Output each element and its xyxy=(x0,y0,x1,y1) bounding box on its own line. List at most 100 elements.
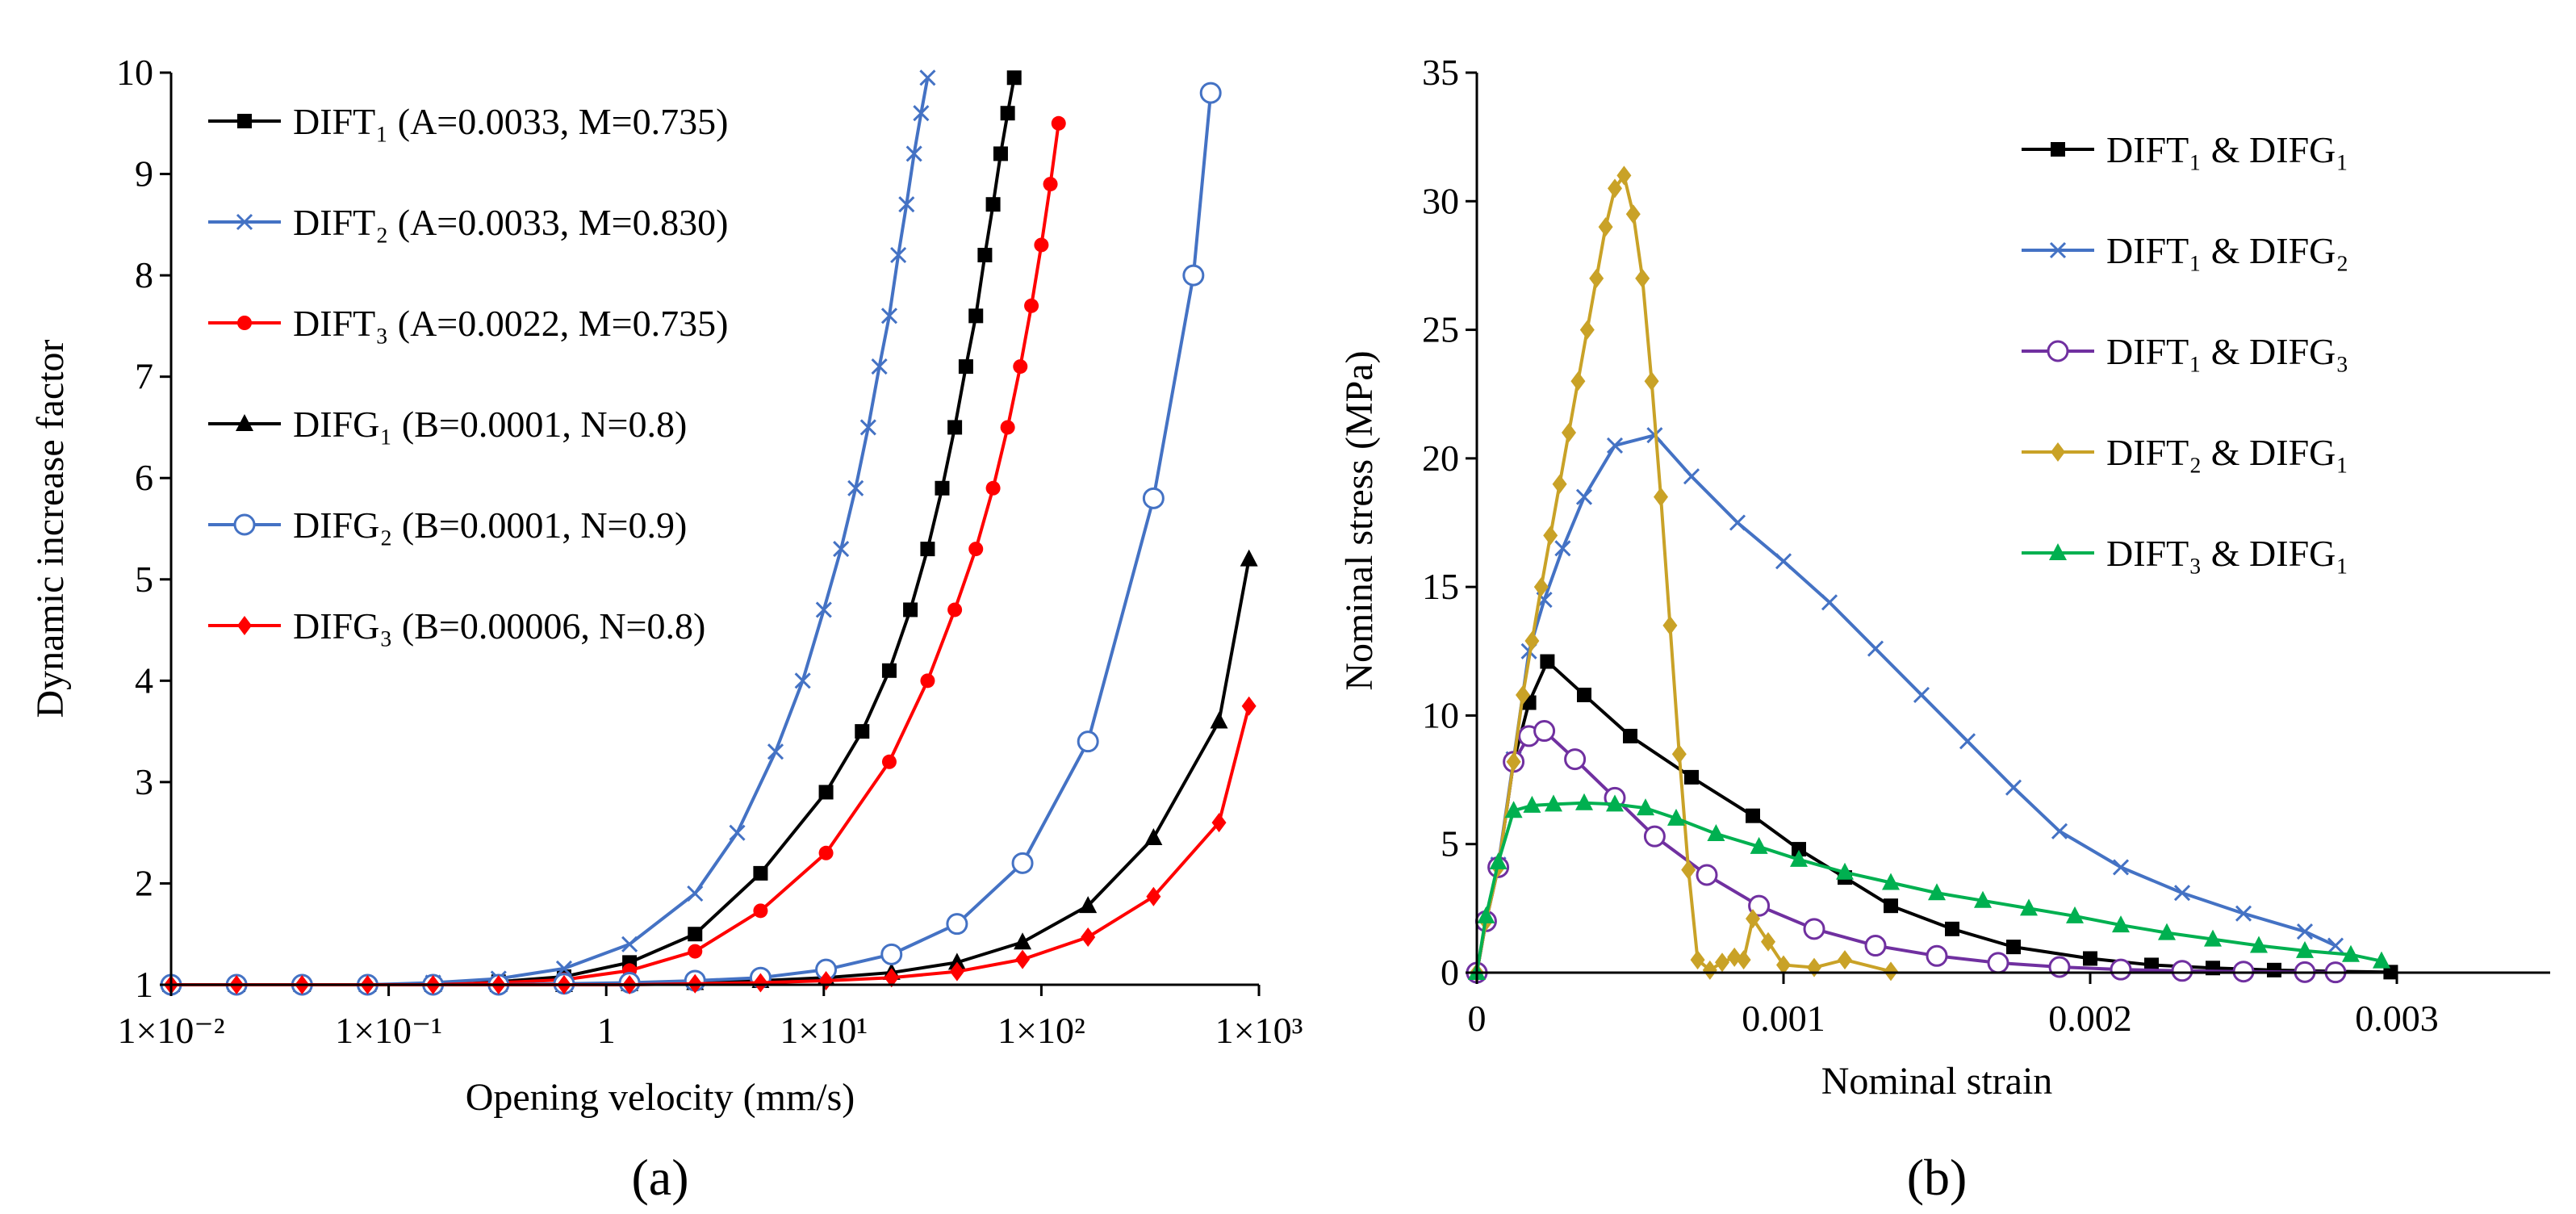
data-point xyxy=(1702,960,1717,980)
data-point xyxy=(903,602,918,617)
data-point xyxy=(1000,106,1015,121)
data-point xyxy=(1577,687,1591,702)
data-point xyxy=(1821,594,1838,611)
legend-label: DIFT₁ & DIFG₃ xyxy=(2106,331,2348,372)
data-point xyxy=(2327,937,2344,954)
data-point xyxy=(1959,733,1976,750)
data-point xyxy=(1199,82,1222,104)
data-point xyxy=(815,601,832,618)
data-point xyxy=(884,968,899,988)
legend-marker xyxy=(2049,543,2067,560)
data-point xyxy=(1882,873,1900,890)
data-point xyxy=(949,961,964,982)
legend-label: DIFG₂ (B=0.0001, N=0.9) xyxy=(293,504,687,546)
data-point xyxy=(890,246,907,264)
data-point xyxy=(753,865,768,881)
legend-label: DIFT₁ (A=0.0033, M=0.735) xyxy=(293,101,728,142)
x-tick-label: 1×10¹ xyxy=(780,1010,868,1051)
chart-b-x-axis-label: Nominal strain xyxy=(1821,1060,2053,1103)
data-point xyxy=(1625,204,1641,224)
data-point xyxy=(1523,795,1541,813)
data-point xyxy=(1241,696,1257,716)
data-point xyxy=(898,196,915,213)
data-point xyxy=(1210,711,1228,729)
data-point xyxy=(920,542,935,557)
data-point xyxy=(1707,823,1725,841)
data-point xyxy=(2342,944,2360,962)
legend-entry: DIFT₁ (A=0.0033, M=0.735) xyxy=(208,101,728,142)
legend-marker xyxy=(237,316,252,330)
data-point xyxy=(1790,849,1808,867)
y-tick-label: 10 xyxy=(116,52,153,93)
data-point xyxy=(1616,165,1632,186)
y-tick-label: 30 xyxy=(1422,180,1459,221)
y-tick-label: 2 xyxy=(135,862,153,903)
legend-label: DIFT₁ & DIFG₂ xyxy=(2106,230,2348,271)
y-tick-label: 25 xyxy=(1422,309,1459,350)
y-tick-label: 35 xyxy=(1422,52,1459,93)
data-point xyxy=(935,480,950,496)
data-point xyxy=(920,673,935,689)
y-tick-label: 9 xyxy=(135,153,153,195)
legend-marker xyxy=(2047,340,2069,362)
data-point xyxy=(1240,549,1258,567)
legend-entry: DIFT₃ & DIFG₁ xyxy=(2022,533,2348,574)
legend-entry: DIFT₁ & DIFG₂ xyxy=(2022,230,2348,271)
series-line xyxy=(1475,801,2382,973)
data-point xyxy=(1792,842,1806,857)
panel-a-letter: (a) xyxy=(631,1149,688,1206)
data-point xyxy=(767,743,784,760)
data-point xyxy=(1715,952,1729,973)
data-point xyxy=(1884,898,1898,914)
x-tick-label: 0.002 xyxy=(2048,998,2132,1039)
data-point xyxy=(1696,864,1718,886)
data-point xyxy=(1575,488,1593,505)
data-point xyxy=(2051,823,2068,839)
data-point xyxy=(818,845,834,860)
data-point xyxy=(1635,268,1650,288)
y-tick-label: 6 xyxy=(135,457,153,498)
data-point xyxy=(985,480,1001,496)
data-point xyxy=(958,359,973,375)
series-1 xyxy=(1470,654,2398,980)
data-point xyxy=(881,663,897,678)
data-point xyxy=(1477,906,1495,923)
legend-label: DIFG₁ (B=0.0001, N=0.8) xyxy=(293,404,687,445)
data-point xyxy=(1504,801,1523,818)
data-point xyxy=(1524,631,1540,651)
data-point xyxy=(818,785,834,800)
data-point xyxy=(753,903,768,919)
legend-entry: DIFT₃ (A=0.0022, M=0.735) xyxy=(208,303,728,344)
data-point xyxy=(947,420,963,435)
chart-a-marks xyxy=(160,69,1258,996)
y-tick-label: 10 xyxy=(1422,694,1459,735)
data-point xyxy=(1662,615,1678,635)
data-point xyxy=(753,973,768,993)
data-point xyxy=(968,308,984,324)
data-point xyxy=(1761,931,1775,952)
data-point xyxy=(1545,794,1562,812)
data-point xyxy=(1884,961,1898,982)
legend-marker xyxy=(2051,442,2065,462)
data-point xyxy=(2250,936,2268,953)
data-point xyxy=(2296,940,2314,958)
data-point xyxy=(1667,808,1685,826)
data-point xyxy=(1654,487,1668,507)
chart-panel-b: 0 5 10 15 20 25 30 35 0 0.001 0.002 0.003 DIFT₁ & D… xyxy=(1338,52,2550,1206)
data-point xyxy=(1516,684,1530,705)
series-line xyxy=(1475,729,2336,974)
legend-label: DIFT₂ & DIFG₁ xyxy=(2106,432,2348,473)
chart-a-legend: DIFT₁ (A=0.0033, M=0.735) DIFT₂ (A=0.0033… xyxy=(208,101,728,647)
data-point xyxy=(1564,748,1587,771)
data-point xyxy=(1683,468,1700,485)
data-point xyxy=(555,960,573,977)
data-point xyxy=(1533,577,1549,597)
data-point xyxy=(1006,70,1022,86)
legend-marker xyxy=(233,513,256,536)
data-point xyxy=(2296,923,2314,940)
data-point xyxy=(1570,371,1586,391)
data-point xyxy=(1746,808,1760,823)
data-point xyxy=(1489,852,1508,870)
data-point xyxy=(881,754,897,769)
data-point xyxy=(2373,951,2390,969)
